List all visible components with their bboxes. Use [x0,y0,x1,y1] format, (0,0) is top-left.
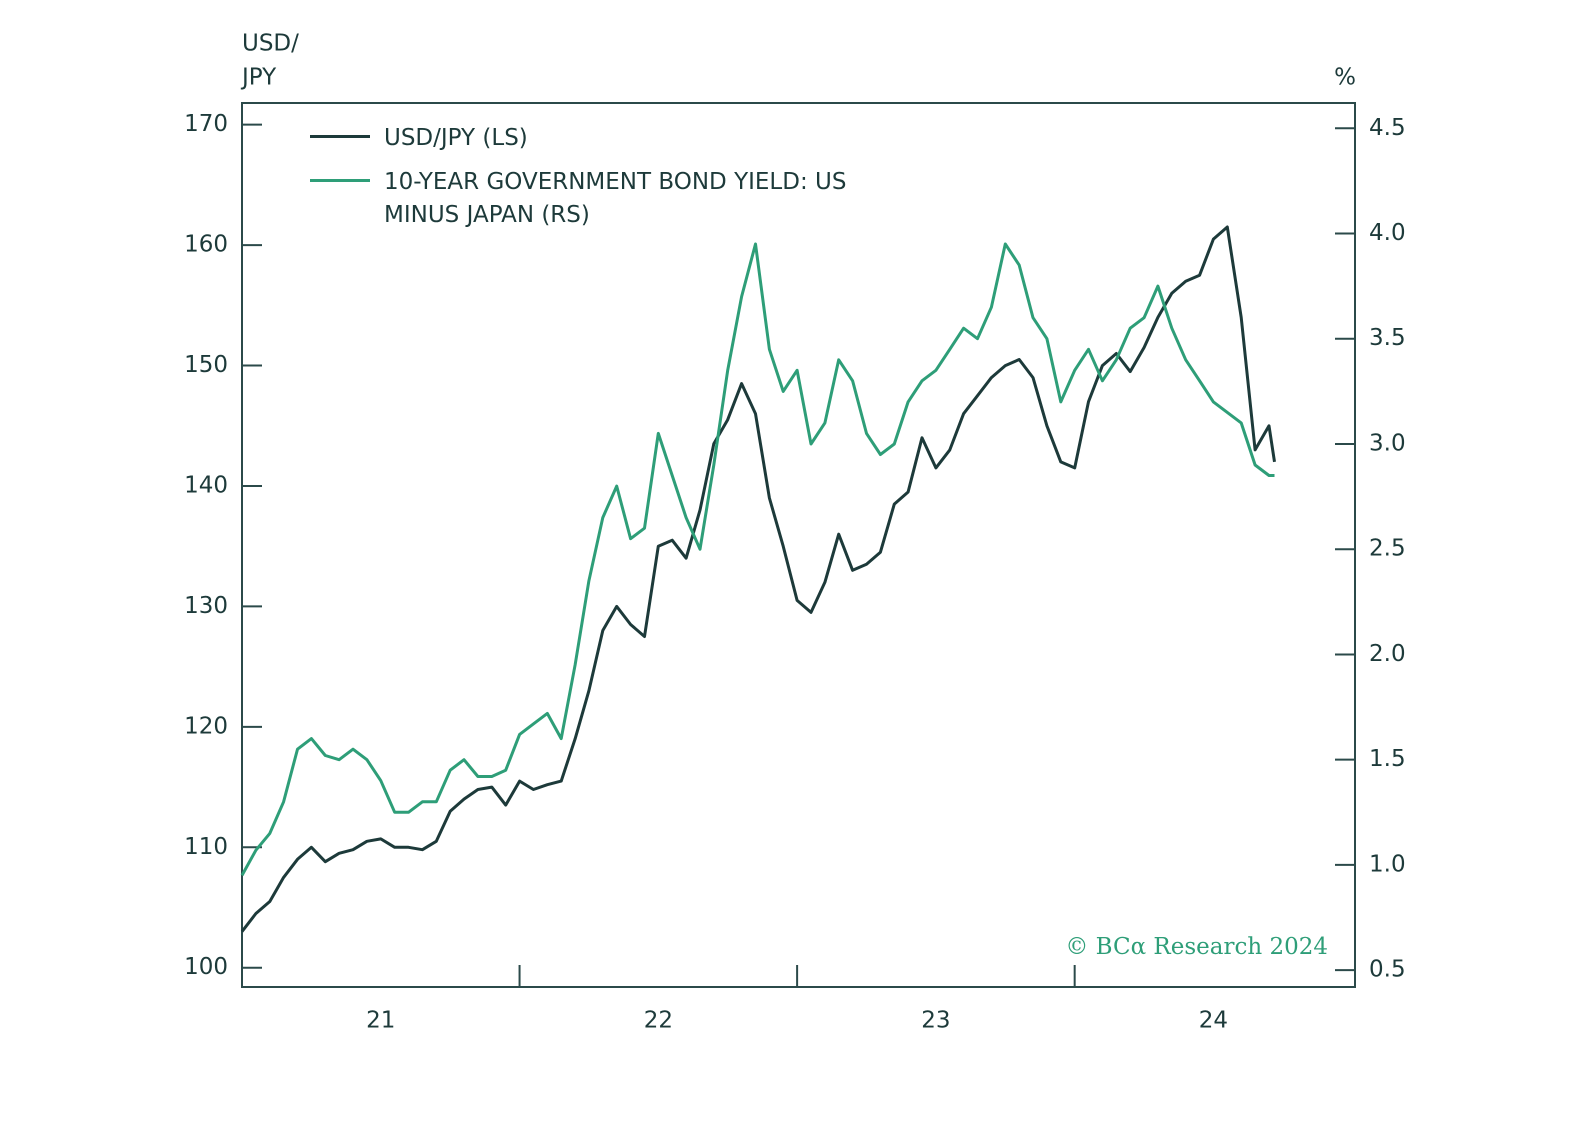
x-tick-label: 24 [1199,1008,1228,1034]
y2-axis-title: % [1334,65,1356,91]
y2-tick-label: 0.5 [1369,957,1406,983]
y2-tick-label: 1.5 [1369,746,1406,772]
y2-tick-label: 4.0 [1369,220,1406,246]
y-tick-label: 110 [184,834,228,860]
plot-frame [241,102,1356,988]
legend-swatch [310,179,370,182]
x-tick-label: 21 [366,1008,395,1034]
y2-tick-label: 1.0 [1369,851,1406,877]
y2-tick-label: 2.0 [1369,641,1406,667]
series-line [240,225,1276,933]
y-axis-title: USD/ [242,31,299,57]
legend-item: USD/JPY (LS) [310,122,904,155]
y2-tick-label: 3.0 [1369,430,1406,456]
y-tick-label: 170 [184,111,228,137]
y-tick-label: 130 [184,593,228,619]
y2-tick-label: 4.5 [1369,115,1406,141]
legend-label: USD/JPY (LS) [384,125,528,151]
y-tick-label: 140 [184,472,228,498]
x-tick-label: 23 [921,1008,950,1034]
y-tick-label: 100 [184,954,228,980]
legend-item: 10-YEAR GOVERNMENT BOND YIELD: US MINUS … [310,166,904,232]
y-tick-label: 120 [184,713,228,739]
y-tick-label: 160 [184,232,228,258]
y2-tick-label: 3.5 [1369,325,1406,351]
legend-label: 10-YEAR GOVERNMENT BOND YIELD: US MINUS … [384,169,847,228]
x-tick-label: 22 [644,1008,673,1034]
legend-swatch [310,135,370,138]
series-line [240,242,1275,877]
y-axis-title: JPY [240,65,277,91]
y-tick-label: 150 [184,352,228,378]
source-note: © BCα Research 2024 [1065,934,1328,960]
y2-tick-label: 2.5 [1369,536,1406,562]
